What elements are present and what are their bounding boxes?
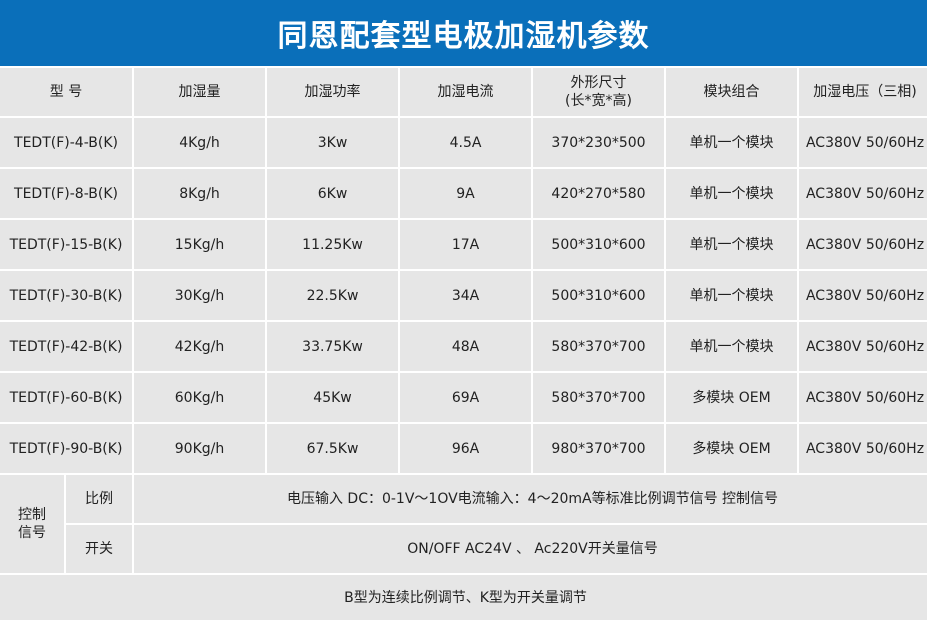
- control-row-switch: 开关 ON/OFF AC24V 、 Ac220V开关量信号: [0, 525, 927, 573]
- cell-power: 3Kw: [267, 118, 399, 167]
- cell-voltage: AC380V 50/60Hz: [799, 271, 927, 320]
- table-row: TEDT(F)-8-B(K) 8Kg/h 6Kw 9A 420*270*580 单机一个模…: [0, 169, 927, 218]
- cell-power: 33.75Kw: [267, 322, 399, 371]
- header-model: 型 号: [0, 68, 133, 116]
- header-dimensions-line2: (长*宽*高): [565, 93, 632, 109]
- cell-capacity: 30Kg/h: [134, 271, 266, 320]
- cell-module: 单机一个模块: [666, 271, 798, 320]
- cell-capacity: 90Kg/h: [134, 424, 266, 473]
- header-dimensions-line1: 外形尺寸: [570, 75, 627, 91]
- cell-current: 96A: [400, 424, 532, 473]
- cell-voltage: AC380V 50/60Hz: [799, 322, 927, 371]
- page-title: 同恩配套型电极加湿机参数: [0, 0, 927, 66]
- cell-voltage: AC380V 50/60Hz: [799, 169, 927, 218]
- control-label-line2: 信号: [18, 525, 46, 541]
- cell-capacity: 15Kg/h: [134, 220, 266, 269]
- switch-label: 开关: [66, 525, 133, 573]
- table-row: TEDT(F)-42-B(K) 42Kg/h 33.75Kw 48A 580*370*7…: [0, 322, 927, 371]
- cell-dimensions: 980*370*700: [533, 424, 665, 473]
- cell-current: 17A: [400, 220, 532, 269]
- header-row: 型 号 加湿量 加湿功率 加湿电流 外形尺寸 (长*宽*高) 模块组合 加湿电压（…: [0, 68, 927, 116]
- cell-dimensions: 370*230*500: [533, 118, 665, 167]
- cell-dimensions: 500*310*600: [533, 271, 665, 320]
- cell-dimensions: 420*270*580: [533, 169, 665, 218]
- table-row: TEDT(F)-30-B(K) 30Kg/h 22.5Kw 34A 500*310*60…: [0, 271, 927, 320]
- cell-module: 多模块 OEM: [666, 424, 798, 473]
- cell-model: TEDT(F)-30-B(K): [0, 271, 133, 320]
- cell-capacity: 8Kg/h: [134, 169, 266, 218]
- switch-text: ON/OFF AC24V 、 Ac220V开关量信号: [134, 525, 927, 573]
- cell-power: 22.5Kw: [267, 271, 399, 320]
- proportional-label: 比例: [66, 475, 133, 523]
- cell-capacity: 60Kg/h: [134, 373, 266, 422]
- control-label-line1: 控制: [18, 507, 46, 523]
- cell-model: TEDT(F)-42-B(K): [0, 322, 133, 371]
- cell-voltage: AC380V 50/60Hz: [799, 373, 927, 422]
- cell-module: 单机一个模块: [666, 220, 798, 269]
- cell-model: TEDT(F)-90-B(K): [0, 424, 133, 473]
- cell-current: 69A: [400, 373, 532, 422]
- cell-current: 34A: [400, 271, 532, 320]
- cell-power: 45Kw: [267, 373, 399, 422]
- cell-dimensions: 580*370*700: [533, 322, 665, 371]
- cell-module: 多模块 OEM: [666, 373, 798, 422]
- cell-model: TEDT(F)-8-B(K): [0, 169, 133, 218]
- cell-power: 67.5Kw: [267, 424, 399, 473]
- cell-power: 11.25Kw: [267, 220, 399, 269]
- cell-model: TEDT(F)-15-B(K): [0, 220, 133, 269]
- cell-voltage: AC380V 50/60Hz: [799, 220, 927, 269]
- header-power: 加湿功率: [267, 68, 399, 116]
- header-current: 加湿电流: [400, 68, 532, 116]
- cell-current: 48A: [400, 322, 532, 371]
- cell-dimensions: 500*310*600: [533, 220, 665, 269]
- cell-model: TEDT(F)-60-B(K): [0, 373, 133, 422]
- cell-module: 单机一个模块: [666, 169, 798, 218]
- cell-dimensions: 580*370*700: [533, 373, 665, 422]
- header-module: 模块组合: [666, 68, 798, 116]
- cell-capacity: 42Kg/h: [134, 322, 266, 371]
- cell-voltage: AC380V 50/60Hz: [799, 424, 927, 473]
- table-row: TEDT(F)-60-B(K) 60Kg/h 45Kw 69A 580*370*700 多…: [0, 373, 927, 422]
- footer-note: B型为连续比例调节、K型为开关量调节: [0, 575, 927, 620]
- cell-capacity: 4Kg/h: [134, 118, 266, 167]
- cell-voltage: AC380V 50/60Hz: [799, 118, 927, 167]
- table-row: TEDT(F)-4-B(K) 4Kg/h 3Kw 4.5A 370*230*500 单机一…: [0, 118, 927, 167]
- cell-module: 单机一个模块: [666, 118, 798, 167]
- cell-power: 6Kw: [267, 169, 399, 218]
- cell-module: 单机一个模块: [666, 322, 798, 371]
- cell-model: TEDT(F)-4-B(K): [0, 118, 133, 167]
- header-dimensions: 外形尺寸 (长*宽*高): [533, 68, 665, 116]
- cell-current: 4.5A: [400, 118, 532, 167]
- proportional-text: 电压输入 DC：0-1V～1OV电流输入：4～20mA等标准比例调节信号 控制信…: [134, 475, 927, 523]
- table-row: TEDT(F)-15-B(K) 15Kg/h 11.25Kw 17A 500*310*6…: [0, 220, 927, 269]
- header-capacity: 加湿量: [134, 68, 266, 116]
- header-voltage: 加湿电压（三相): [799, 68, 927, 116]
- control-row-proportional: 控制信号 比例 电压输入 DC：0-1V～1OV电流输入：4～20mA等标准比例…: [0, 475, 927, 573]
- footer-row: B型为连续比例调节、K型为开关量调节: [0, 575, 927, 620]
- table-row: TEDT(F)-90-B(K) 90Kg/h 67.5Kw 96A 980*370*70…: [0, 424, 927, 473]
- spec-table: 型 号 加湿量 加湿功率 加湿电流 外形尺寸 (长*宽*高) 模块组合 加湿电压（…: [0, 66, 927, 622]
- control-signal-label: 控制 信号: [0, 475, 64, 573]
- cell-current: 9A: [400, 169, 532, 218]
